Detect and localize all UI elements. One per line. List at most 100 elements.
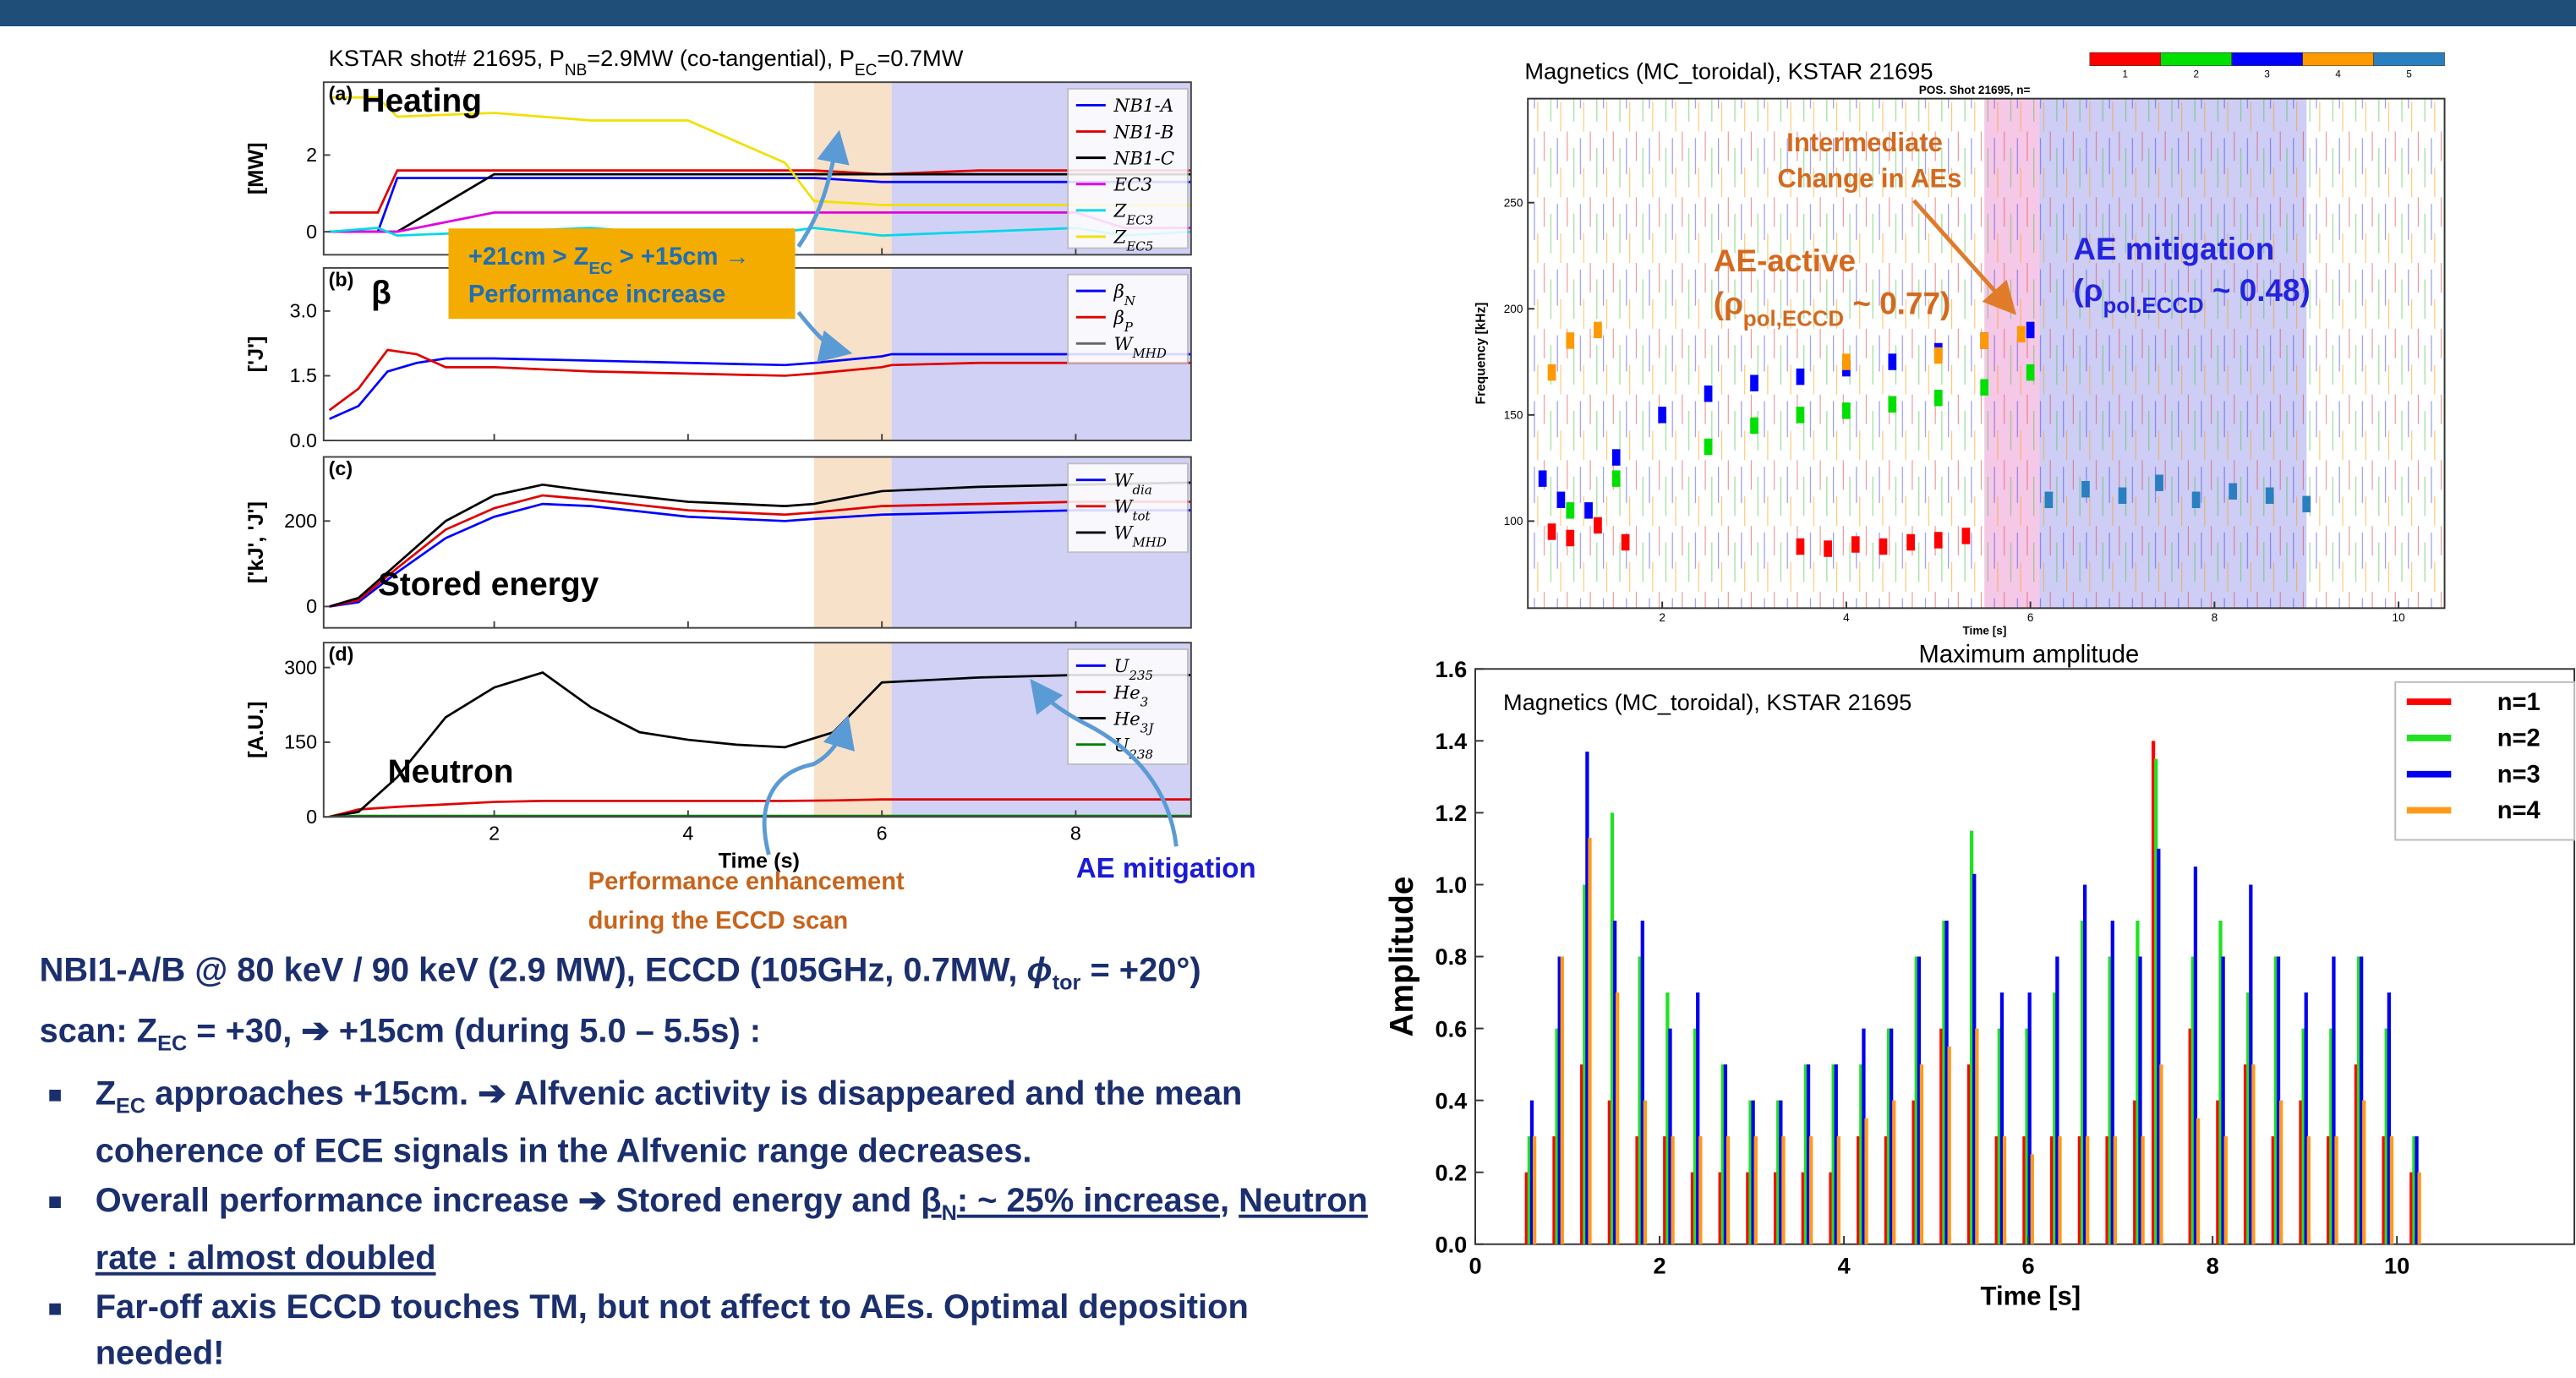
trace	[329, 494, 1191, 608]
mode-point	[1933, 390, 1943, 407]
x-tick-label: 6	[2027, 611, 2034, 624]
text-part: > +15cm →	[613, 243, 750, 271]
arrow	[796, 129, 850, 249]
text: approaches +15cm. ➔ Alfvenic activity is…	[95, 1075, 1243, 1171]
subscript: EC	[855, 61, 878, 79]
subscript: MHD	[1131, 346, 1166, 361]
callout-text: +21cm > ZEC > +15cm →	[468, 243, 750, 278]
colorbar-label: 1	[2123, 68, 2128, 79]
text: N	[941, 1200, 957, 1226]
mode-point	[1888, 353, 1897, 370]
bullet: Far-off axis ECCD touches TM, but not af…	[40, 1286, 1386, 1378]
text: ,	[1220, 1182, 1239, 1221]
mode-point	[1658, 407, 1667, 424]
panel-label: Stored energy	[378, 566, 599, 603]
y-tick-label: 0.0	[290, 429, 317, 451]
text-part: (ρ	[1714, 286, 1743, 320]
inner-title: Magnetics (MC_toroidal), KSTAR 21695	[1503, 689, 1911, 715]
plot-frame	[1527, 97, 2446, 610]
y-tick-label: 0.4	[1435, 1087, 1467, 1113]
mode-point	[2081, 480, 2090, 498]
subscript: tot	[1132, 509, 1151, 524]
intro-line: NBI1-A/B @ 80 keV / 90 keV (2.9 MW), ECC…	[40, 947, 1386, 1008]
text: = +20°)	[1080, 951, 1201, 990]
colorbar-label: 2	[2193, 68, 2198, 79]
spectrogram-title: Magnetics (MC_toroidal), KSTAR 21695	[1524, 57, 1933, 84]
legend-label: NB1-B	[1113, 122, 1174, 143]
text-part: NB1-C	[1113, 148, 1175, 169]
mode-point	[2191, 491, 2201, 508]
text: tor	[1052, 970, 1081, 995]
y-tick-label: 3.0	[290, 300, 317, 322]
arrow	[796, 310, 853, 363]
trace	[329, 502, 1191, 608]
mode-point	[1842, 353, 1851, 370]
text-part: β	[1113, 282, 1124, 303]
panel-label: Neutron	[388, 753, 514, 790]
text: Far-off axis ECCD touches TM, but not af…	[95, 1288, 1249, 1374]
panel-tag: (d)	[329, 643, 354, 665]
legend-label: EC3	[1113, 175, 1153, 196]
x-tick-label: 2	[489, 822, 500, 844]
text: Z	[95, 1075, 117, 1113]
colorbar-label: 5	[2406, 68, 2411, 79]
mode-point	[1750, 417, 1758, 435]
annotation: (ρpol,ECCD ~ 0.77)	[1714, 286, 1950, 331]
mode-point	[1796, 368, 1805, 386]
text-part: W	[1114, 334, 1135, 355]
figures: KSTAR shot# 21695, PNB=2.9MW (co-tangent…	[244, 45, 2576, 1311]
mode-point	[1594, 321, 1602, 339]
annotation: (ρpol,ECCD ~ 0.48)	[2073, 273, 2310, 318]
panel-label: Heating	[362, 83, 482, 119]
mode-point	[1556, 491, 1566, 508]
shaded-interval	[813, 457, 892, 628]
subscript: EC5	[1125, 239, 1153, 254]
panel-frame	[322, 456, 1192, 629]
spectrogram-inner-title: POS. Shot 21695, n=	[1919, 84, 2031, 96]
text: ➔ +15cm (during 5.0 – 5.5s) :	[301, 1012, 762, 1051]
mode-point	[2026, 321, 2035, 339]
y-tick-label: 250	[1504, 197, 1523, 210]
text: : ~ 25% increase	[956, 1182, 1221, 1221]
mode-point	[1566, 502, 1575, 519]
arrow	[762, 715, 855, 856]
legend	[1067, 88, 1189, 249]
intro-line: scan: ZEC = +30, ➔ +15cm (during 5.0 – 5…	[40, 1008, 1386, 1069]
y-tick-label: 150	[1504, 409, 1523, 422]
y-tick-label: 0.2	[1435, 1159, 1467, 1185]
colorbar-label: 4	[2335, 68, 2341, 79]
mode-point	[1611, 449, 1621, 466]
x-axis-label: Time [s]	[1963, 624, 2007, 637]
y-axis-label: [MW]	[244, 142, 268, 194]
mode-point	[1547, 364, 1556, 381]
text-part: EC3	[1113, 175, 1153, 196]
panel-frame	[322, 642, 1192, 818]
shaded-interval	[813, 82, 892, 255]
y-tick-label: 1.0	[1435, 872, 1467, 898]
annotation: AE-active	[1714, 243, 1856, 278]
text: NBI1-A/B @ 80 keV / 90 keV (2.9 MW), ECC…	[39, 951, 1027, 990]
legend-label: βP	[1113, 308, 1134, 335]
bullet: ZEC approaches +15cm. ➔ Alfvenic activit…	[40, 1072, 1386, 1176]
trace	[329, 481, 1191, 608]
y-tick-label: 100	[1504, 515, 1523, 528]
mode-point	[1538, 470, 1547, 487]
text-part: ~ 0.77)	[1844, 286, 1950, 320]
text-part: He	[1113, 682, 1140, 703]
subscript: P	[1124, 320, 1134, 335]
annotation: Intermediate	[1786, 128, 1943, 157]
trace	[329, 353, 1191, 420]
mode-point	[1824, 540, 1832, 557]
y-axis-label: Amplitude	[1384, 876, 1420, 1036]
text-part: W	[1114, 470, 1135, 491]
legend-label: NB1-C	[1113, 148, 1175, 169]
mode-point	[2265, 487, 2274, 504]
subscript: MHD	[1131, 535, 1166, 550]
callout-box	[448, 228, 796, 320]
arrow	[1912, 199, 2017, 315]
subscript: 3J	[1140, 720, 1155, 735]
mode-point	[1796, 407, 1805, 424]
mode-point	[1704, 438, 1713, 456]
mode-point	[1851, 536, 1860, 553]
y-tick-label: 0	[306, 221, 317, 243]
